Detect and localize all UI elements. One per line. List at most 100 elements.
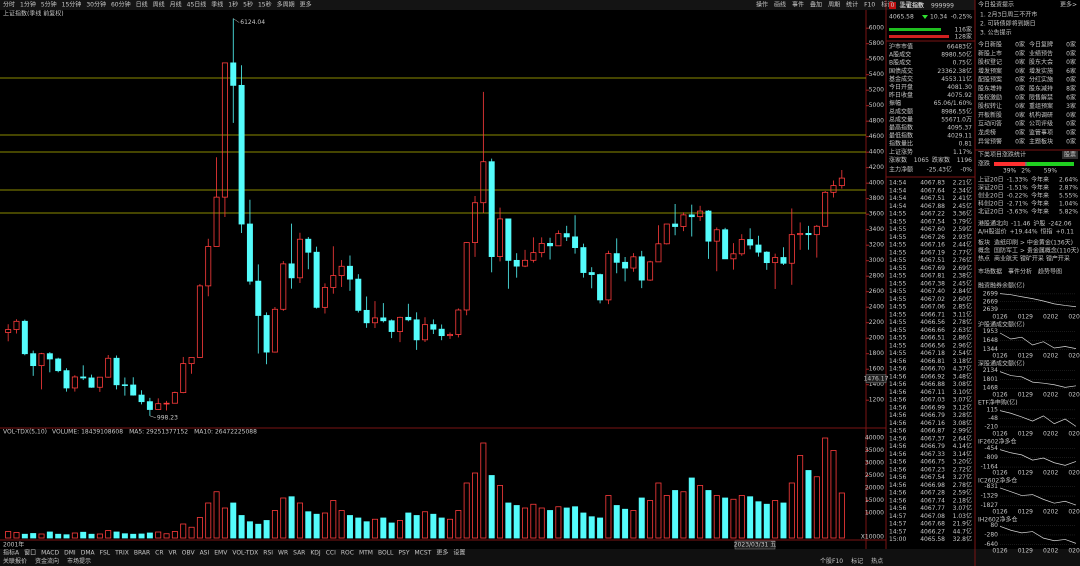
market-tab[interactable]: 事件分析 bbox=[1008, 268, 1032, 276]
indicator-tab[interactable]: SAR bbox=[293, 550, 305, 557]
tool-button[interactable]: 标记 bbox=[881, 1, 893, 9]
breadth-tab[interactable]: 股票 bbox=[1064, 152, 1076, 159]
indicator-tab[interactable]: CCI bbox=[326, 550, 336, 557]
indicator-tab[interactable]: DMI bbox=[64, 550, 76, 557]
status-item[interactable]: 市场提示 bbox=[67, 557, 91, 565]
indicator-tab[interactable]: ASI bbox=[200, 550, 210, 557]
indicator-tab[interactable]: PSY bbox=[398, 550, 409, 557]
tick-amount: 2.84亿 bbox=[953, 287, 972, 295]
period-tab[interactable]: 1秒 bbox=[228, 1, 238, 9]
mini-tick-label: 2669 bbox=[983, 298, 998, 305]
candle-body bbox=[430, 324, 437, 330]
candle-body bbox=[780, 257, 787, 264]
stat-label: 开板新股 bbox=[978, 111, 1002, 119]
indicator-tab[interactable]: MACD bbox=[41, 550, 59, 557]
indicator-tab[interactable]: TRIX bbox=[114, 550, 129, 557]
volume-bar bbox=[338, 510, 345, 539]
market-tab[interactable]: 趋势导图 bbox=[1038, 268, 1062, 276]
tool-button[interactable]: 事件 bbox=[792, 1, 804, 9]
period-tab[interactable]: 15分钟 bbox=[62, 1, 82, 9]
tick-time: 14:56 bbox=[889, 497, 906, 504]
tool-button[interactable]: 叠加 bbox=[810, 1, 822, 9]
indicator-tab[interactable]: RSI bbox=[263, 550, 273, 557]
indicator-tab[interactable]: 设置 bbox=[453, 549, 465, 557]
indicator-tab[interactable]: FSL bbox=[100, 550, 111, 557]
index-label: 今年来 bbox=[1031, 176, 1049, 184]
indicator-tab[interactable]: OBV bbox=[182, 550, 196, 557]
indicator-tab[interactable]: MTM bbox=[359, 550, 373, 557]
volume-bar bbox=[288, 496, 295, 539]
indicator-tab[interactable]: WR bbox=[278, 550, 288, 557]
period-tab[interactable]: 5秒 bbox=[243, 1, 253, 9]
status-item[interactable]: 标记 bbox=[851, 557, 863, 565]
period-tab[interactable]: 60分钟 bbox=[111, 1, 131, 9]
period-tab[interactable]: 45日线 bbox=[187, 1, 207, 9]
more-link[interactable]: 更多> bbox=[1060, 1, 1077, 9]
candle-body bbox=[296, 238, 303, 279]
indicator-tab[interactable]: BRAR bbox=[134, 550, 150, 557]
indicator-tab[interactable]: 窗口 bbox=[24, 549, 36, 557]
volume-stat: MA10: 26472225088 bbox=[194, 429, 257, 436]
tick-price: 4067.16 bbox=[920, 420, 945, 427]
mini-date: 0129 bbox=[1018, 509, 1033, 516]
candle-body bbox=[330, 275, 337, 288]
tick-amount: 4.37亿 bbox=[953, 365, 972, 373]
status-item[interactable]: 关联报价 bbox=[3, 557, 27, 565]
tick-price: 4067.88 bbox=[920, 203, 945, 210]
sector-value: 商业航天 锂矿开采 锂产开采 bbox=[994, 255, 1070, 263]
tick-price: 4066.51 bbox=[920, 335, 945, 342]
tick-price: 4067.40 bbox=[920, 288, 945, 295]
stat-value: 0家 bbox=[1066, 111, 1076, 119]
candle-body bbox=[346, 265, 353, 280]
period-tab[interactable]: 15秒 bbox=[258, 1, 272, 9]
volume-bar bbox=[513, 505, 520, 539]
period-tab[interactable]: 分时 bbox=[3, 1, 15, 9]
market-tab[interactable]: 市场数据 bbox=[978, 268, 1002, 276]
volume-bar bbox=[672, 490, 679, 539]
y-tick-label: 5800 bbox=[869, 40, 884, 47]
indicator-tab[interactable]: CR bbox=[155, 550, 163, 557]
period-tab[interactable]: 30分钟 bbox=[86, 1, 106, 9]
status-item[interactable]: 热点 bbox=[871, 557, 883, 565]
status-item[interactable]: 资金流向 bbox=[35, 557, 59, 565]
period-tab[interactable]: 1分钟 bbox=[20, 1, 36, 9]
tool-button[interactable]: F10 bbox=[864, 2, 875, 9]
period-tab[interactable]: 月线 bbox=[170, 1, 182, 9]
stat-value: 0家 bbox=[1015, 93, 1025, 101]
volume-bar bbox=[230, 502, 237, 539]
tip-item[interactable]: 3. 公告提示 bbox=[980, 29, 1012, 37]
indicator-tab[interactable]: ROC bbox=[341, 550, 354, 557]
y-tick-label: 4000 bbox=[869, 180, 884, 187]
period-tab[interactable]: 周线 bbox=[153, 1, 165, 9]
indicator-tab[interactable]: DMA bbox=[81, 550, 96, 557]
tool-button[interactable]: 周期 bbox=[828, 1, 840, 9]
annotation-leader bbox=[233, 18, 240, 23]
tool-button[interactable]: 操作 bbox=[756, 1, 768, 9]
indicator-tab[interactable]: 指标A bbox=[3, 549, 20, 557]
tool-button[interactable]: 画线 bbox=[774, 1, 786, 9]
mini-line bbox=[999, 487, 1077, 506]
indicator-tab[interactable]: BOLL bbox=[378, 550, 394, 557]
tip-item[interactable]: 2. 可转债即将到期日 bbox=[980, 20, 1036, 28]
indicator-tab[interactable]: EMV bbox=[214, 550, 228, 557]
period-tab[interactable]: 日线 bbox=[136, 1, 148, 9]
tick-price: 4067.51 bbox=[920, 195, 945, 202]
period-tab[interactable]: 更多 bbox=[300, 1, 312, 9]
tip-item[interactable]: 1. 2月3日周三不开市 bbox=[980, 11, 1037, 19]
stat-label: 增发预案 bbox=[978, 67, 1002, 75]
indicator-tab[interactable]: VR bbox=[169, 550, 177, 557]
period-tab[interactable]: 5分钟 bbox=[41, 1, 57, 9]
stat-value: 8家 bbox=[1066, 85, 1076, 93]
indicator-tab[interactable]: VOL-TDX bbox=[232, 550, 258, 557]
status-item[interactable]: 个股F10 bbox=[820, 558, 843, 565]
candle-body bbox=[588, 272, 595, 275]
period-tab[interactable]: 季线 bbox=[211, 1, 223, 9]
stat-value: 0家 bbox=[1015, 102, 1025, 110]
tool-button[interactable]: 显示 bbox=[899, 2, 911, 9]
tool-button[interactable]: 统计 bbox=[846, 1, 858, 9]
indicator-tab[interactable]: MCST bbox=[414, 550, 431, 557]
indicator-tab[interactable]: KDJ bbox=[310, 550, 321, 557]
indicator-tab[interactable]: 更多 bbox=[436, 549, 448, 557]
period-tab[interactable]: 多周期 bbox=[277, 1, 295, 9]
index-change: -1.33% bbox=[1007, 177, 1029, 184]
